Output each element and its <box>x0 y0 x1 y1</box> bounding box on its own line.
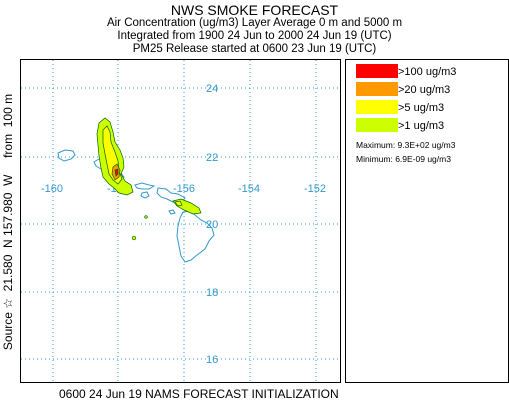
legend-swatch-over-100 <box>356 64 398 78</box>
forecast-initialization-footer: 0600 24 Jun 19 NAMS FORECAST INITIALIZAT… <box>59 387 339 401</box>
legend-label-over-100: >100 ug/m3 <box>398 66 457 78</box>
legend-maximum: Maximum: 9.3E+02 ug/m3 <box>356 140 456 150</box>
legend-label-over-1: >1 ug/m3 <box>398 120 445 132</box>
plume-maui-over-5 <box>174 200 183 207</box>
forecast-title: NWS SMOKE FORECAST <box>170 2 339 18</box>
subtitle-integration: Integrated from 1900 24 Jun to 2000 24 J… <box>117 30 392 42</box>
kauai-coast <box>57 149 76 162</box>
latitude-labels: 24 22 20 18 16 <box>206 83 218 366</box>
lat-label-20: 20 <box>206 219 218 231</box>
smoke-map: 24 22 20 18 16 -160 -158 -156 -154 -152 <box>20 59 341 383</box>
lat-label-22: 22 <box>206 152 218 164</box>
lon-label-160: -160 <box>41 183 63 195</box>
legend-label-over-5: >5 ug/m3 <box>398 102 445 114</box>
kahoolawe-coast <box>168 209 176 215</box>
lon-label-156: -156 <box>173 183 195 195</box>
lat-label-24: 24 <box>206 83 218 95</box>
latitude-gridlines <box>21 87 340 360</box>
lon-label-154: -154 <box>238 183 260 195</box>
longitude-gridlines <box>52 60 317 382</box>
plume-over-100 <box>114 168 119 177</box>
legend-swatch-over-5 <box>356 100 398 114</box>
plume-speck-1 <box>131 235 137 241</box>
hawaii-island-coast <box>176 210 215 263</box>
legend-minimum: Minimum: 6.9E-09 ug/m3 <box>356 154 451 164</box>
lanai-coast <box>140 191 150 199</box>
plume-speck-2 <box>144 215 148 219</box>
legend-label-over-20: >20 ug/m3 <box>398 84 451 96</box>
lon-label-152: -152 <box>304 183 326 195</box>
legend-panel: >100 ug/m3 >20 ug/m3 >5 ug/m3 >1 ug/m3 M… <box>345 59 509 383</box>
legend-swatch-over-20 <box>356 82 398 96</box>
longitude-labels: -160 -158 -156 -154 -152 <box>41 183 326 195</box>
legend-swatch-over-1 <box>356 118 398 132</box>
smoke-plume <box>96 117 202 241</box>
lat-label-18: 18 <box>206 287 218 299</box>
lat-label-16: 16 <box>206 354 218 366</box>
subtitle-concentration: Air Concentration (ug/m3) Layer Average … <box>106 17 403 29</box>
molokai-coast <box>134 182 156 190</box>
map-canvas: 24 22 20 18 16 -160 -158 -156 -154 -152 <box>21 60 340 382</box>
source-location-label: Source ☆ 21.580 N 157.980 W from 100 m <box>1 93 15 351</box>
subtitle-release: PM25 Release started at 0600 23 Jun 19 (… <box>132 43 377 55</box>
